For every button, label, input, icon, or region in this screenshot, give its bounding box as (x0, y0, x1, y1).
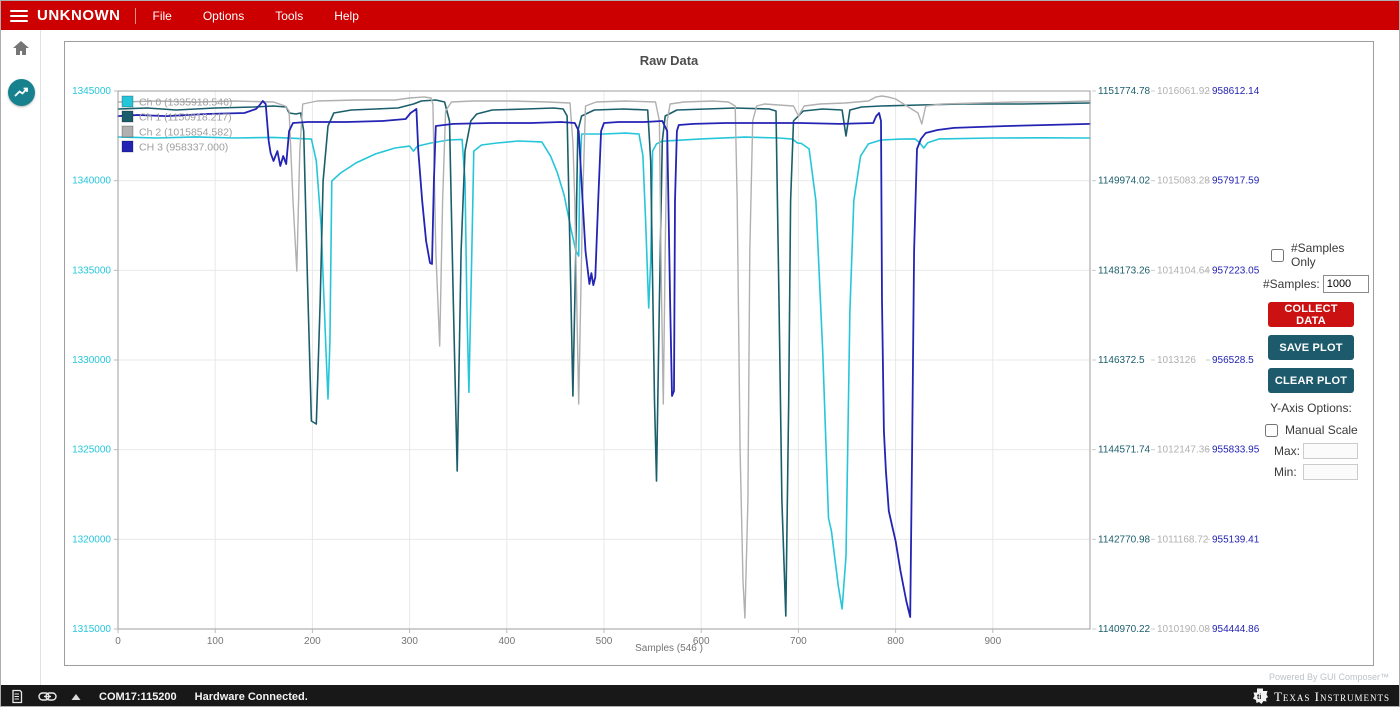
y-axis-tick-label-ch3: 956528.5 (1212, 355, 1254, 366)
legend-swatch-ch3 (121, 140, 134, 153)
series-line-ch1 (117, 99, 1091, 617)
x-axis-tick-label: 100 (207, 636, 224, 647)
collect-data-button[interactable]: COLLECT DATA (1268, 302, 1354, 327)
manual-scale-label: Manual Scale (1285, 423, 1358, 437)
log-icon[interactable] (9, 689, 24, 704)
menu-item-file[interactable]: File (152, 8, 172, 23)
y-axis-tick-label-ch3: 957223.05 (1212, 265, 1260, 276)
x-axis-tick-label: 300 (401, 636, 418, 647)
svg-text:ti: ti (1257, 694, 1261, 701)
y-axis-tick-label-ch2: 1011168.72 (1157, 534, 1209, 545)
y-axis-tick-label-ch1: 1146372.5 (1098, 355, 1145, 366)
series-line-ch0 (117, 132, 1091, 610)
x-axis-tick-label: 900 (984, 636, 1001, 647)
ti-bug-icon: ti (1252, 688, 1268, 704)
menu-bar: File Options Tools Help (136, 9, 359, 23)
legend-label-ch1: Ch 1 (1150918.217) (139, 112, 232, 124)
y-axis-tick-label-ch1: 1140970.22 (1098, 624, 1151, 635)
ti-wordmark: Texas Instruments (1273, 688, 1390, 704)
ti-logo: ti Texas Instruments (1252, 685, 1390, 706)
menu-item-options[interactable]: Options (202, 8, 245, 23)
x-axis-title: Samples (546 ) (635, 643, 703, 654)
series-line-ch3 (117, 100, 1091, 618)
y-axis-tick-label-ch1: 1151774.78 (1098, 86, 1151, 97)
x-axis-tick-label: 0 (115, 636, 121, 647)
y-axis-options-label: Y-Axis Options: (1270, 401, 1352, 415)
y-axis-tick-label-ch0: 1330000 (72, 355, 111, 366)
y-axis-tick-label-ch3: 958612.14 (1212, 86, 1260, 97)
y-axis-tick-label-ch0: 1335000 (72, 265, 111, 276)
clear-plot-button[interactable]: CLEAR PLOT (1268, 368, 1354, 393)
y-axis-tick-label-ch2: 1013126 (1157, 355, 1196, 366)
app-title: UNKNOWN (37, 7, 121, 24)
status-bar: COM17:115200 Hardware Connected. ti Texa… (1, 685, 1399, 706)
min-input[interactable] (1303, 464, 1358, 480)
legend-label-ch3: CH 3 (958337.000) (139, 142, 228, 154)
y-axis-tick-label-ch3: 957917.59 (1212, 176, 1260, 187)
header-divider (134, 7, 136, 24)
series-line-ch2 (117, 95, 1091, 619)
save-plot-button[interactable]: SAVE PLOT (1268, 335, 1354, 360)
y-axis-tick-label-ch3: 955833.95 (1212, 445, 1260, 456)
y-axis-tick-label-ch0: 1320000 (72, 534, 111, 545)
x-axis-tick-label: 200 (304, 636, 321, 647)
y-axis-tick-label-ch0: 1345000 (72, 86, 111, 97)
controls-panel: #Samples Only #Samples: COLLECT DATA SAV… (1259, 241, 1371, 485)
y-axis-tick-label-ch1: 1144571.74 (1098, 445, 1151, 456)
y-axis-tick-label-ch2: 1016061.92 (1157, 86, 1210, 97)
y-axis-tick-label-ch2: 1014104.64 (1157, 265, 1210, 276)
app-header: UNKNOWN File Options Tools Help (1, 1, 1399, 30)
hardware-status: Hardware Connected. (194, 690, 308, 703)
legend-swatch-ch0 (121, 95, 134, 108)
y-axis-tick-label-ch3: 954444.86 (1212, 624, 1260, 635)
y-axis-tick-label-ch0: 1340000 (72, 176, 111, 187)
plot-card (64, 41, 1374, 666)
legend-swatch-ch1 (121, 110, 134, 123)
x-axis-tick-label: 500 (596, 636, 613, 647)
y-axis-tick-label-ch2: 1010190.08 (1157, 624, 1210, 635)
y-axis-tick-label-ch1: 1148173.26 (1098, 265, 1151, 276)
y-axis-tick-label-ch0: 1325000 (72, 445, 111, 456)
hamburger-menu-icon[interactable] (10, 9, 28, 22)
max-input[interactable] (1303, 443, 1358, 459)
max-label: Max: (1274, 444, 1301, 458)
left-sidebar (1, 30, 41, 685)
legend-swatch-ch2 (121, 125, 134, 138)
connection-link-icon[interactable] (38, 690, 57, 703)
menu-item-tools[interactable]: Tools (275, 8, 304, 23)
y-axis-tick-label-ch2: 1012147.36 (1157, 445, 1210, 456)
expand-caret-icon[interactable] (71, 693, 81, 701)
line-chart-icon[interactable] (8, 79, 35, 106)
com-port-status: COM17:115200 (99, 690, 177, 703)
x-axis-tick-label: 700 (790, 636, 807, 647)
samples-label: #Samples: (1263, 277, 1320, 291)
samples-input[interactable] (1322, 275, 1369, 293)
y-axis-tick-label-ch2: 1015083.28 (1157, 176, 1210, 187)
raw-data-chart[interactable]: 1345000 1340000 1335000 1330000 1325000 13200… (64, 41, 1374, 666)
x-axis-tick-label: 400 (498, 636, 515, 647)
y-axis-tick-label-ch3: 955139.41 (1212, 534, 1260, 545)
home-icon[interactable] (12, 40, 30, 61)
manual-scale-checkbox[interactable] (1265, 423, 1278, 437)
powered-by-label: Powered By GUI Composer™ (1268, 672, 1389, 682)
menu-item-help[interactable]: Help (334, 8, 359, 23)
samples-only-label: #Samples Only (1291, 241, 1345, 269)
x-axis-tick-label: 800 (887, 636, 904, 647)
chart-title: Raw Data (639, 53, 699, 68)
x-axis-tick-label: 600 (693, 636, 710, 647)
min-label: Min: (1274, 465, 1297, 479)
y-axis-tick-label-ch1: 1149974.02 (1098, 176, 1151, 187)
legend-label-ch0: Ch 0 (1335918.546) (139, 97, 232, 109)
y-axis-tick-label-ch0: 1315000 (72, 624, 111, 635)
samples-only-checkbox[interactable] (1271, 248, 1284, 262)
y-axis-tick-label-ch1: 1142770.98 (1098, 534, 1151, 545)
legend-label-ch2: Ch 2 (1015854.582) (139, 127, 232, 139)
